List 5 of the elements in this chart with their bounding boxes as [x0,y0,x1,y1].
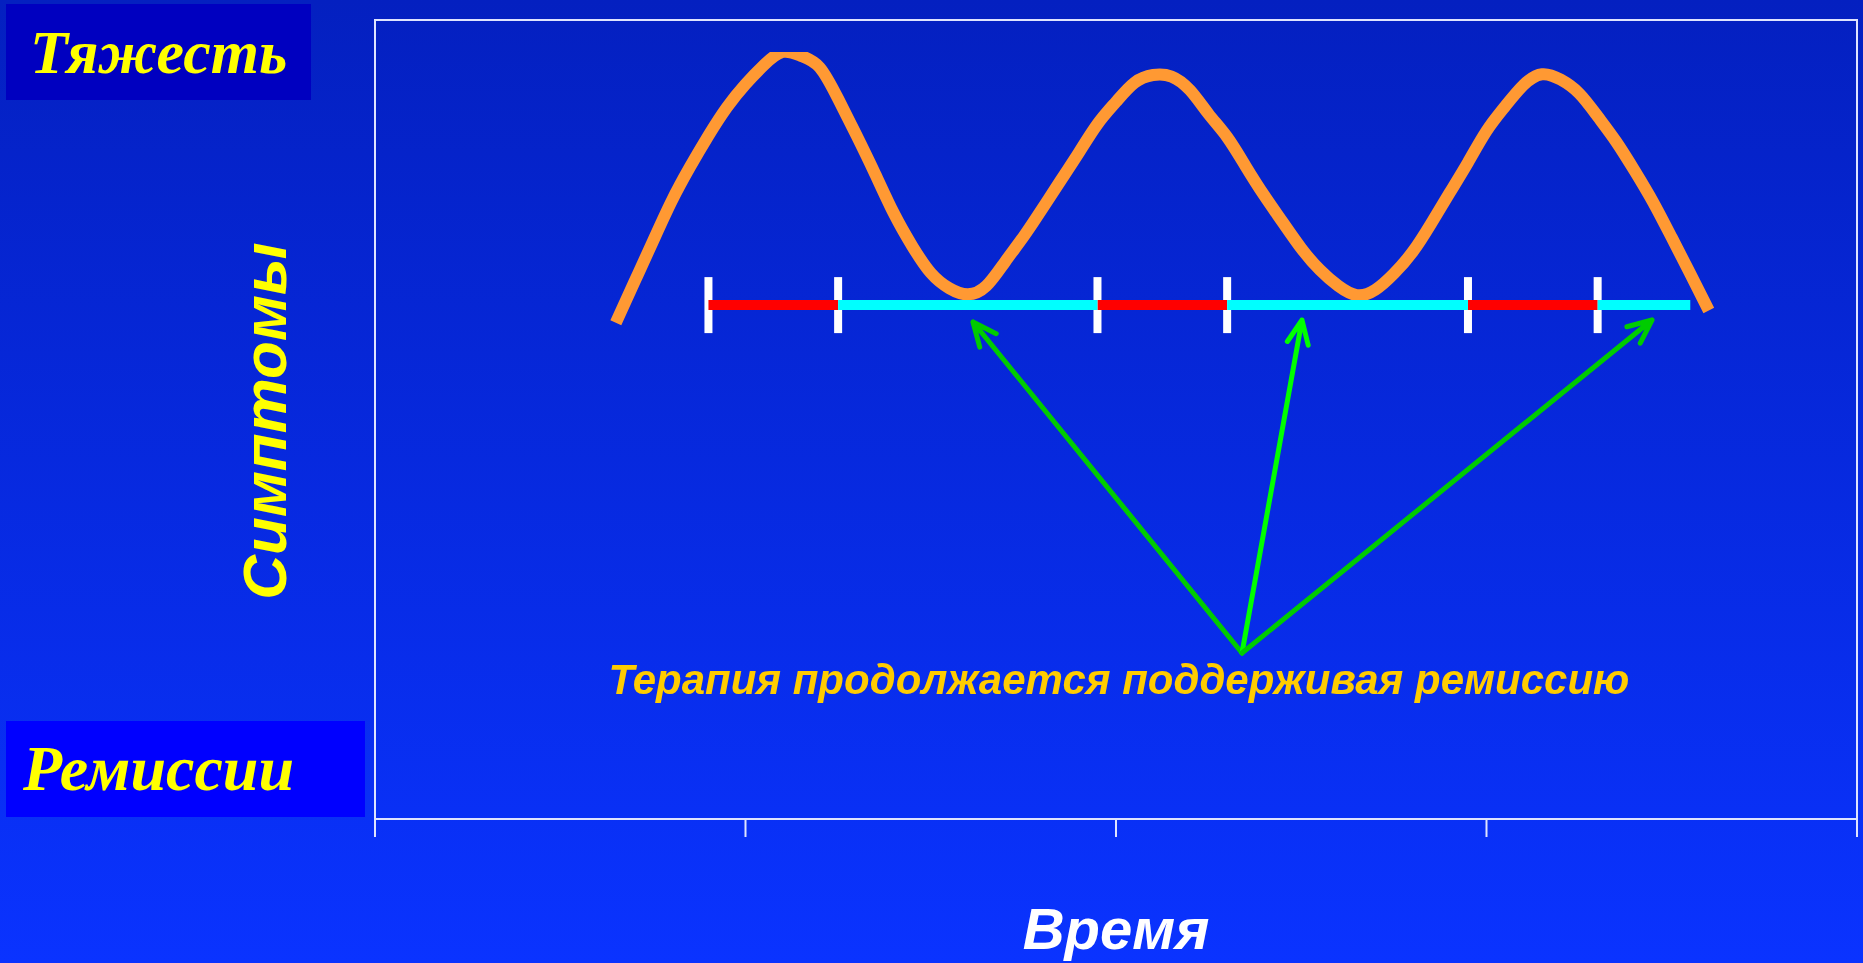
y-axis-title: Симптомы [229,242,299,600]
label-box: Тяжесть [6,4,311,100]
x-axis-title: Время [1022,896,1210,961]
annotation: Терапия продолжается поддерживая ремиссию [608,656,1630,703]
label-box: Ремиссии [6,721,365,817]
